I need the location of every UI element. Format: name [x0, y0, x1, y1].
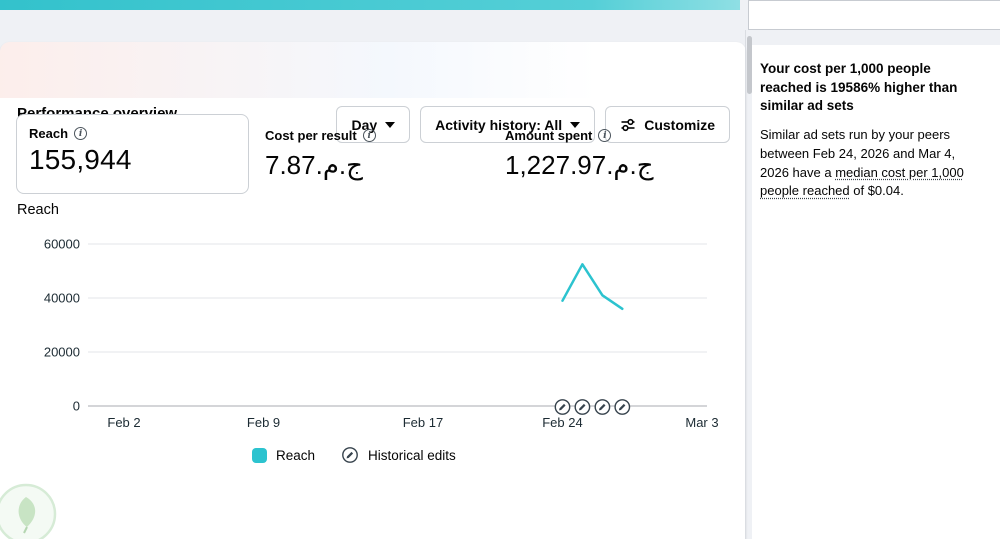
- legend-reach-label: Reach: [276, 448, 315, 463]
- insight-panel: Your cost per 1,000 people reached is 19…: [752, 45, 1000, 539]
- watermark-logo: [0, 482, 58, 539]
- historical-edit-marker[interactable]: [615, 400, 629, 414]
- info-icon[interactable]: [363, 129, 376, 142]
- metric-label-text: Amount spent: [505, 128, 592, 143]
- top-accent-bar: [0, 0, 740, 10]
- metric-label-text: Cost per result: [265, 128, 357, 143]
- customize-label: Customize: [644, 117, 715, 133]
- pencil-circle-icon: [341, 446, 359, 464]
- insight-body-suffix: of $0.04.: [850, 183, 904, 198]
- metric-spent-label: Amount spent: [505, 128, 654, 143]
- y-tick-label: 60000: [44, 237, 80, 252]
- insight-body: Similar ad sets run by your peers betwee…: [760, 126, 986, 201]
- metric-label-text: Reach: [29, 126, 68, 141]
- reach-swatch-icon: [252, 448, 267, 463]
- metric-spent-value: 1,227.97.م.ج: [505, 150, 654, 181]
- reach-chart: 60000 40000 20000 0 Feb 2 Feb 9 Feb 17 Feb 24 Ma…: [10, 230, 720, 442]
- reach-line: [563, 264, 623, 309]
- top-right-panel-fragment: [748, 0, 1000, 30]
- historical-edit-marker[interactable]: [575, 400, 589, 414]
- historical-edit-marker[interactable]: [555, 400, 569, 414]
- metric-card-amount-spent[interactable]: Amount spent 1,227.97.م.ج: [505, 128, 654, 181]
- metric-cost-value: 7.87.م.ج: [265, 150, 376, 181]
- legend-item-historical-edits[interactable]: Historical edits: [341, 446, 456, 464]
- chevron-down-icon: [385, 122, 395, 128]
- y-tick-label: 20000: [44, 345, 80, 360]
- y-tick-label: 40000: [44, 291, 80, 306]
- metric-card-cost-per-result[interactable]: Cost per result 7.87.م.ج: [265, 128, 376, 181]
- legend-historical-edits-label: Historical edits: [368, 448, 456, 463]
- performance-overview-card: Performance overview Day Activity histor…: [0, 42, 746, 539]
- chevron-down-icon: [570, 122, 580, 128]
- chart-title: Reach: [17, 202, 59, 218]
- x-tick-label: Feb 9: [247, 415, 280, 430]
- chart-legend: Reach Historical edits: [252, 446, 456, 464]
- ads-manager-screen: Performance overview Day Activity histor…: [0, 0, 1000, 539]
- x-tick-label: Feb 2: [107, 415, 140, 430]
- panel-divider: [745, 30, 746, 539]
- info-icon[interactable]: [74, 127, 87, 140]
- card-top-gradient: [0, 42, 746, 98]
- legend-item-reach[interactable]: Reach: [252, 448, 315, 463]
- x-tick-label: Mar 3: [685, 415, 718, 430]
- metric-card-reach[interactable]: Reach 155,944: [16, 114, 249, 194]
- x-tick-label: Feb 17: [403, 415, 443, 430]
- metric-reach-label: Reach: [29, 126, 248, 141]
- y-tick-label: 0: [73, 399, 80, 414]
- metric-reach-value: 155,944: [29, 144, 248, 176]
- historical-edit-marker[interactable]: [595, 400, 609, 414]
- x-tick-label: Feb 24: [542, 415, 582, 430]
- info-icon[interactable]: [598, 129, 611, 142]
- metric-cost-label: Cost per result: [265, 128, 376, 143]
- insight-title: Your cost per 1,000 people reached is 19…: [760, 60, 986, 116]
